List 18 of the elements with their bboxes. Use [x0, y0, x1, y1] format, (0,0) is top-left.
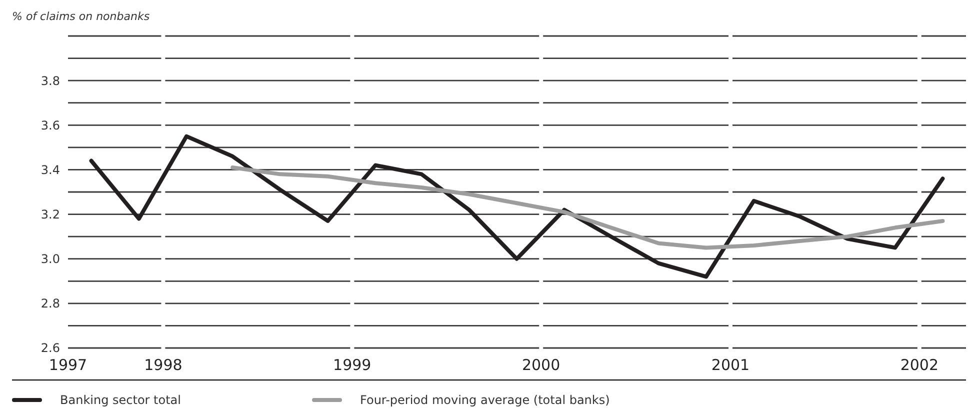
x-tick-label: 1998 [144, 356, 182, 374]
y-tick-label: 3.8 [40, 74, 60, 88]
line-series [230, 165, 945, 250]
x-tick-label: 2002 [900, 356, 939, 374]
y-tick-label: 3.0 [40, 252, 60, 266]
legend-label: Banking sector total [60, 393, 181, 408]
y-tick-label: 2.8 [40, 296, 60, 311]
x-tick-label: 1997 [48, 356, 88, 374]
legend-label: Four-period moving average (total banks) [360, 393, 610, 408]
y-tick-label: 2.6 [40, 341, 60, 356]
y-tick-label: 3.6 [40, 118, 60, 132]
y-tick-label: 3.4 [40, 162, 60, 177]
line-series [89, 134, 945, 279]
x-tick-label: 2000 [522, 356, 560, 374]
y-tick-label: 3.2 [40, 207, 60, 222]
x-tick-label: 2001 [711, 356, 750, 374]
x-tick-label: 1999 [333, 356, 372, 374]
y-axis-title: % of claims on nonbanks [12, 10, 150, 23]
